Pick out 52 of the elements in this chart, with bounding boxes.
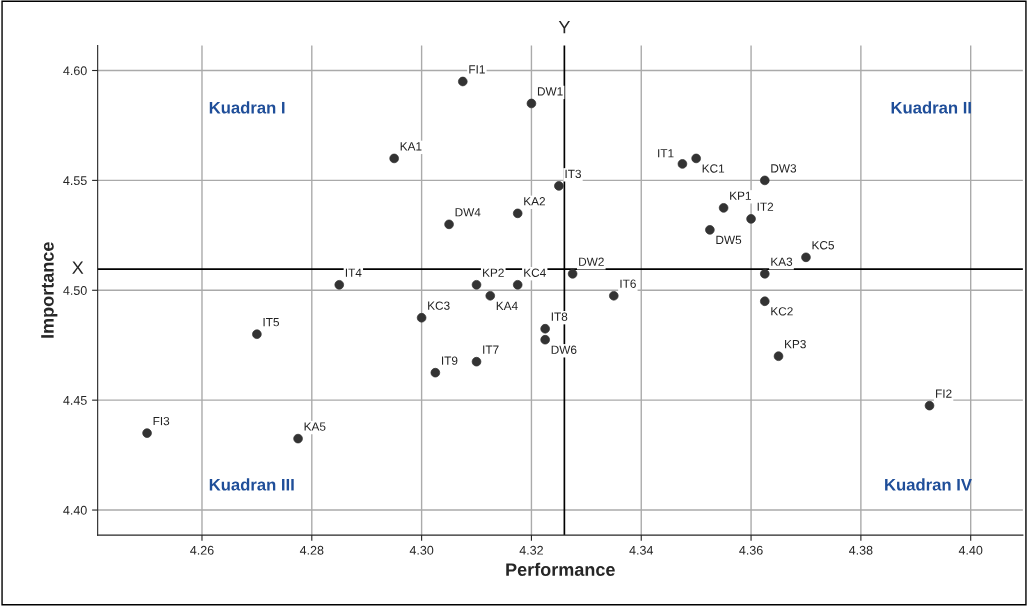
- y-tick-label: 4.50: [63, 286, 87, 295]
- data-label: FI2: [936, 389, 952, 398]
- x-tick-label: 4.26: [190, 545, 214, 555]
- data-label: FI3: [153, 416, 170, 426]
- data-label: IT6: [620, 279, 636, 288]
- data-label: DW1: [537, 87, 563, 96]
- data-label: FI1: [469, 65, 485, 74]
- data-label: DW2: [579, 257, 604, 266]
- data-label: KA1: [400, 142, 422, 151]
- data-label: DW6: [551, 345, 577, 354]
- data-label: KC2: [771, 307, 793, 316]
- y-tick-label: 4.45: [63, 396, 87, 405]
- ref-line-label: X: [72, 261, 84, 274]
- x-tick-label: 4.40: [958, 545, 983, 555]
- data-label: DW5: [716, 235, 742, 245]
- x-tick-label: 4.32: [519, 545, 543, 555]
- x-tick-label: 4.34: [629, 545, 654, 555]
- data-label: DW4: [455, 208, 481, 217]
- y-tick-label: 4.60: [63, 66, 87, 76]
- data-label: DW3: [771, 164, 797, 173]
- data-label: IT4: [345, 268, 362, 277]
- data-label: IT7: [483, 345, 499, 354]
- data-label: IT8: [551, 312, 568, 321]
- data-label: IT2: [757, 202, 774, 211]
- data-label: KC1: [702, 164, 725, 173]
- annotation: Kuadran II: [891, 101, 971, 114]
- data-label: KA3: [771, 257, 793, 266]
- data-label: KA5: [304, 422, 326, 431]
- data-label: KA2: [524, 197, 545, 206]
- x-tick-label: 4.30: [409, 545, 434, 555]
- x-axis-title: Performance: [506, 562, 615, 576]
- y-tick-label: 4.40: [63, 505, 87, 515]
- data-label: KA4: [496, 301, 518, 310]
- data-label: IT5: [263, 318, 280, 327]
- y-axis-title: Importance: [41, 242, 58, 338]
- data-label: KP1: [730, 191, 751, 200]
- data-label: IT1: [658, 149, 674, 158]
- data-label: KP3: [785, 339, 806, 349]
- y-tick-label: 4.55: [63, 176, 87, 186]
- data-label: IT3: [565, 169, 581, 178]
- data-label: IT9: [441, 356, 458, 365]
- annotation: Kuadran I: [209, 101, 285, 114]
- data-label: KC3: [428, 301, 450, 310]
- data-label: KC4: [524, 268, 546, 277]
- data-label: KP2: [483, 268, 504, 277]
- data-label: KC5: [812, 241, 834, 250]
- x-tick-label: 4.28: [299, 545, 324, 555]
- ref-line-label: Y: [558, 20, 570, 34]
- annotation: Kuadran III: [209, 478, 294, 491]
- annotation: Kuadran IV: [885, 478, 972, 491]
- x-tick-label: 4.38: [849, 545, 873, 555]
- x-tick-label: 4.36: [739, 545, 763, 555]
